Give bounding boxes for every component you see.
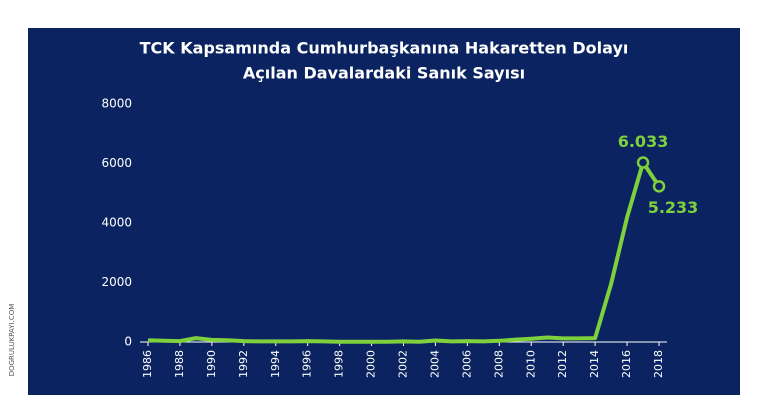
y-tick-label: 4000 — [101, 216, 132, 230]
y-tick-label: 2000 — [101, 275, 132, 289]
x-tick-label: 2002 — [397, 350, 410, 378]
data-label: 5.233 — [648, 198, 699, 217]
watermark: DOGRULUKPAYI.COM — [8, 304, 16, 377]
x-tick-label: 2016 — [620, 350, 633, 378]
x-tick-label: 2010 — [524, 350, 537, 378]
x-tick-label: 2014 — [588, 350, 601, 378]
x-tick-label: 2004 — [428, 350, 441, 378]
y-tick-label: 0 — [124, 335, 132, 349]
chart-title: Açılan Davalardaki Sanık Sayısı — [243, 64, 525, 83]
y-tick-label: 8000 — [101, 97, 132, 111]
chart-title: TCK Kapsamında Cumhurbaşkanına Hakarette… — [140, 39, 629, 58]
chart-background — [28, 28, 740, 395]
x-tick-label: 2000 — [365, 350, 378, 378]
x-tick-label: 1992 — [237, 350, 250, 378]
point-marker — [636, 156, 650, 169]
line — [147, 160, 661, 344]
y-tick-label: 6000 — [101, 156, 132, 170]
x-tick-label: 2008 — [492, 350, 505, 378]
x-tick-label: 1986 — [141, 350, 154, 378]
x-tick-label: 1994 — [269, 350, 282, 378]
x-tick-label: 2012 — [556, 350, 569, 378]
point-marker — [652, 180, 666, 193]
x-tick-label: 2006 — [460, 350, 473, 378]
x-tick-label: 1998 — [333, 350, 346, 378]
x-tick-label: 1988 — [173, 350, 186, 378]
x-tick-label: 2018 — [652, 350, 665, 378]
data-label: 6.033 — [618, 132, 669, 151]
x-tick-label: 1990 — [205, 350, 218, 378]
x-tick-label: 1996 — [301, 350, 314, 378]
